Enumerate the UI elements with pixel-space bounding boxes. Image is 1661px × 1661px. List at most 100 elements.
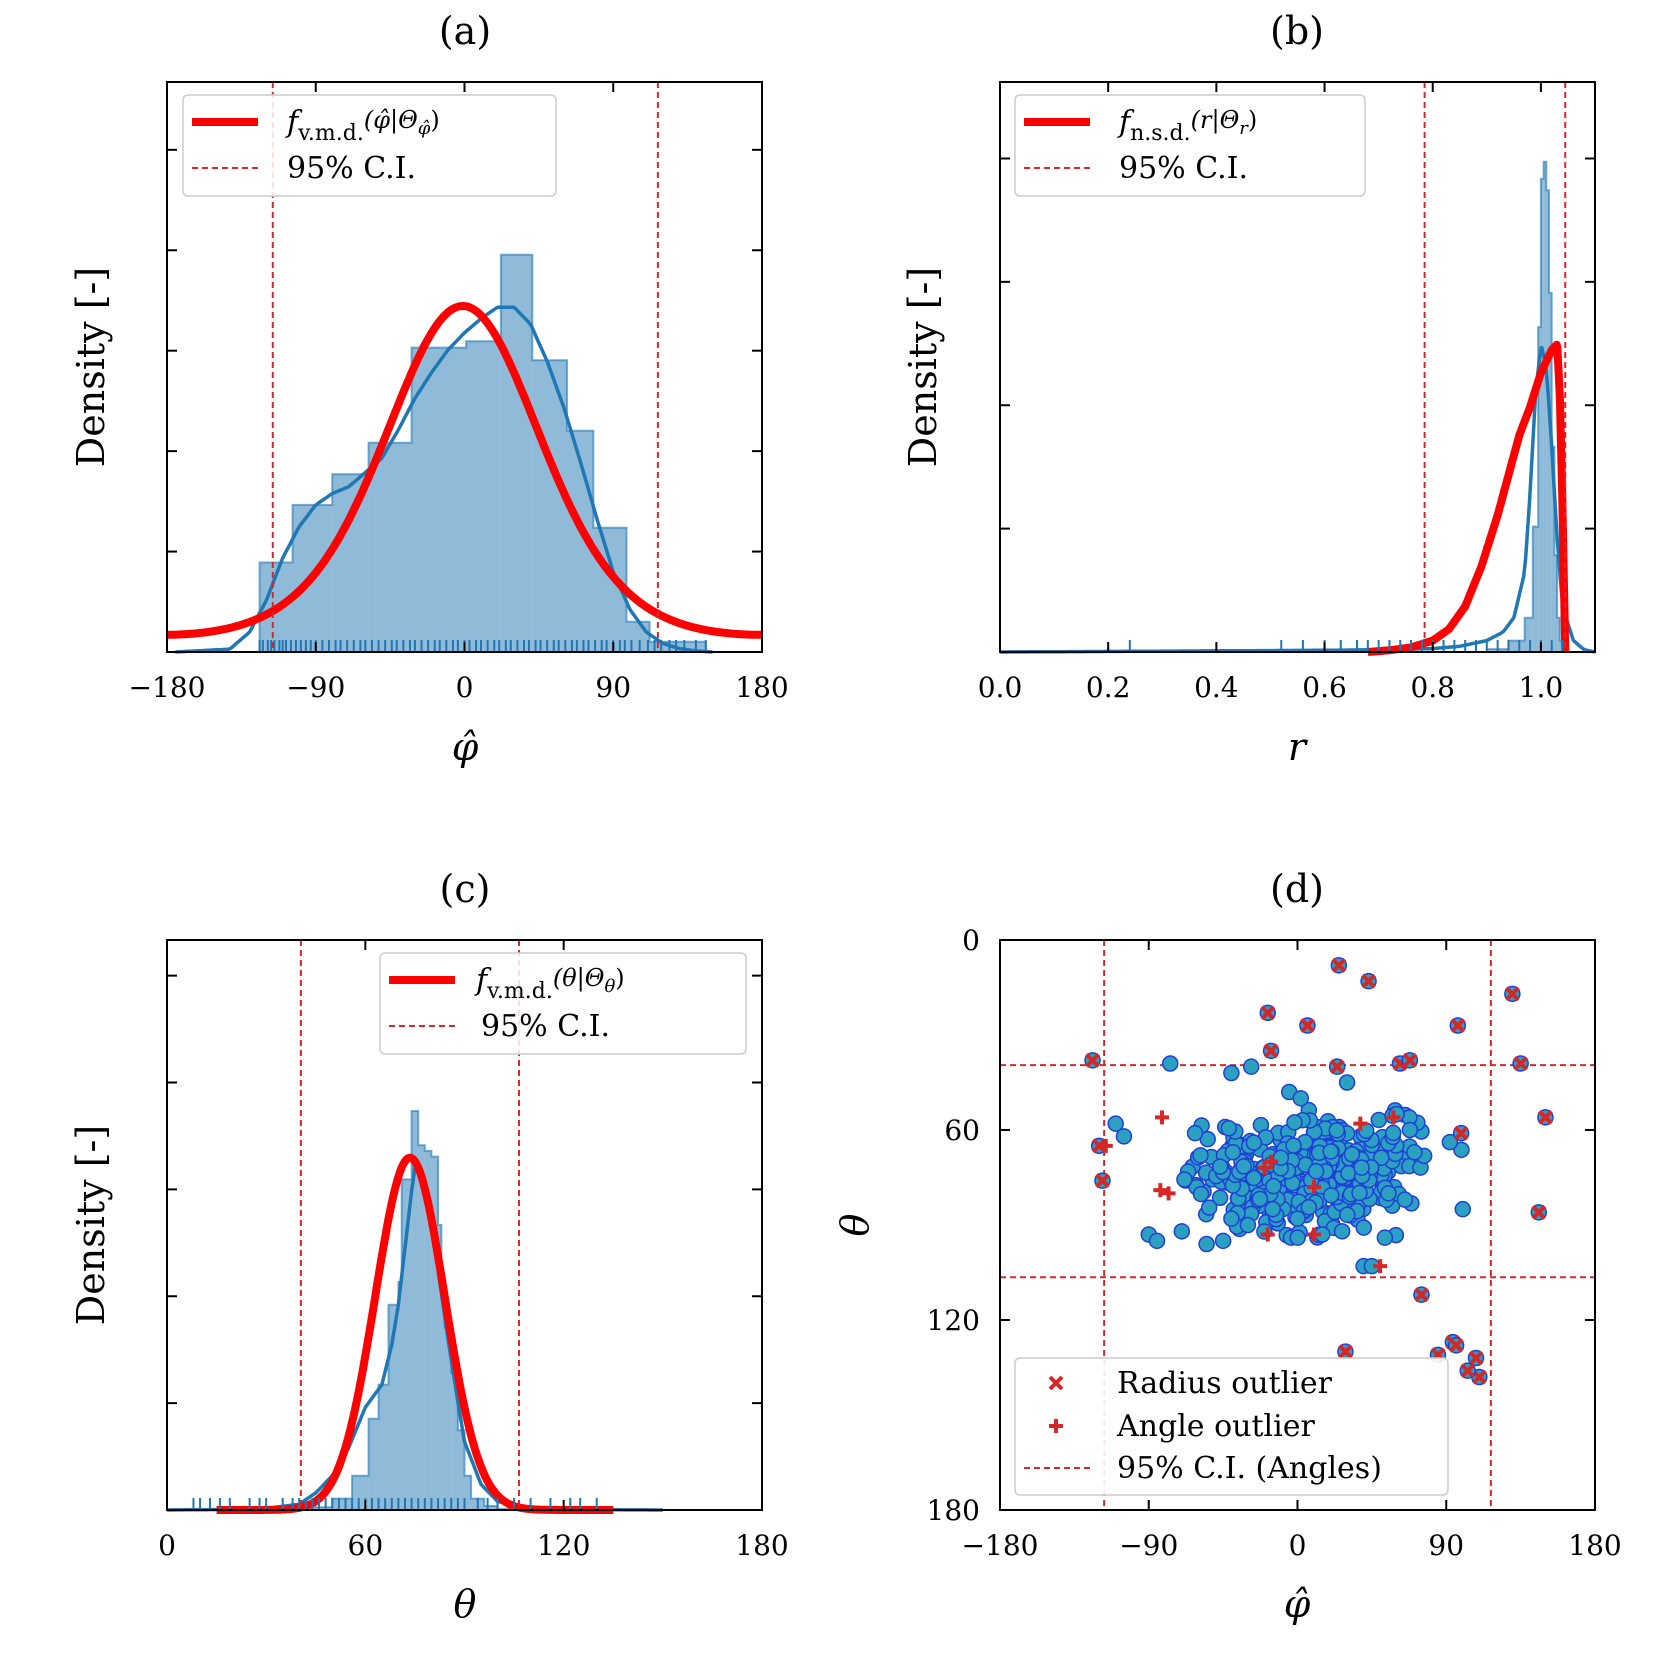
panel-d-point (1186, 1124, 1204, 1142)
panel-c-hist-bar (464, 1475, 472, 1510)
panel-d-point (1251, 1190, 1269, 1208)
panel-d-radius-outlier-marker (1338, 1344, 1353, 1360)
panel-c-hist-bar (401, 1179, 412, 1510)
panel-a-hist-bar (532, 360, 567, 652)
panel-d-point (1224, 1144, 1242, 1161)
panel-d-point (1338, 1206, 1356, 1224)
panel-a-rug (258, 640, 707, 652)
panel-a-xlabel: φ̂ (452, 725, 479, 769)
panel-d-point (1373, 1149, 1390, 1166)
panel-c-hist-bar (457, 1430, 465, 1510)
panel-d-radius-outlier-marker (1402, 1052, 1418, 1068)
panel-d-xtick-label: 90 (1428, 1529, 1464, 1562)
panel-a-hist-bar (626, 621, 650, 652)
panel-b-ticks: 0.0 0.2 0.4 0.6 0.8 1.0 (978, 82, 1595, 704)
panel-d-point (1265, 1177, 1282, 1195)
panel-d-point (1380, 1185, 1397, 1202)
panel-d-point (1173, 1223, 1191, 1240)
panel-d-point (1211, 1189, 1229, 1207)
panel-c-hist-bar (431, 1156, 439, 1510)
panel-c-hist-bar (484, 1506, 498, 1510)
panel-c-histogram (298, 1110, 519, 1510)
panel-a-hist-bar (466, 341, 501, 652)
panel-d-radius-outliers (1084, 957, 1554, 1386)
panel-d-radius-outlier-marker (1450, 1018, 1466, 1033)
panel-d-legend-angle-label: Angle outlier (1116, 1409, 1315, 1444)
panel-b-xtick-label: 0.6 (1302, 671, 1347, 704)
panel-c-hist-bar (418, 1145, 425, 1510)
panel-b-legend: fn.s.d.(r|Θr) 95% C.I. (1014, 94, 1366, 197)
panel-c-hist-bar (411, 1111, 419, 1510)
panel-c-hist-bar (378, 1384, 389, 1510)
panel-c-hist-bar (299, 1507, 333, 1510)
panel-d-point (1355, 1219, 1373, 1236)
panel-d-point (1401, 1121, 1419, 1139)
panel-d-point (1353, 1159, 1370, 1176)
panel-d-point (1192, 1185, 1210, 1203)
panel-c-hist-bar (368, 1418, 379, 1510)
panel-d-ytick-label: 120 (927, 1304, 980, 1337)
panel-b-title: (b) (1270, 9, 1324, 53)
panel-d-point (1289, 1210, 1306, 1227)
panel-d-angle-outlier-marker (1154, 1110, 1169, 1125)
panel-d-point (1200, 1199, 1218, 1216)
panel-d-point (1242, 1058, 1260, 1075)
panel-d-radius-outlier-marker (1538, 1109, 1553, 1125)
panel-d-point (1376, 1229, 1394, 1246)
panel-d-title: (d) (1270, 867, 1324, 911)
panel-c-hist-bar (444, 1327, 452, 1510)
panel-d-points (1107, 1055, 1472, 1275)
panel-d-point (1285, 1137, 1302, 1154)
panel-d-radius-outlier-marker (1361, 973, 1376, 989)
panel-c-hist-bar (441, 1287, 445, 1510)
panel-d-angle-outlier-marker (1098, 1138, 1113, 1153)
panel-d-point (1198, 1235, 1215, 1253)
panel-c-hist-bar (388, 1304, 399, 1510)
panel-a-xtick-label: −180 (129, 671, 206, 704)
panel-d-point (1384, 1124, 1402, 1142)
panel-d-point (1406, 1143, 1423, 1161)
panel-a-xtick-label: 90 (595, 671, 631, 704)
panel-d-point (1220, 1120, 1238, 1137)
panel-a-legend-box (182, 94, 557, 197)
panel-c-legend: fv.m.d.(θ|Θθ) 95% C.I. (379, 952, 747, 1055)
panel-d-point (1454, 1200, 1472, 1218)
panel-d-angle-outlier-marker (1307, 1180, 1322, 1194)
panel-d-ylabel: θ (833, 1213, 877, 1236)
panel-a-legend-fit-label: fv.m.d.(φ̂|Θφ̂) (285, 105, 440, 146)
panel-d-legend-radius-label: Radius outlier (1117, 1366, 1333, 1401)
panel-b-ci-lines (1423, 82, 1567, 652)
panel-d-point (1239, 1216, 1257, 1234)
panel-c-ticks: 0 60 120 180 (158, 940, 789, 1562)
panel-a-xtick-label: −90 (286, 671, 345, 704)
panel-d-xtick-label: −90 (1119, 1529, 1178, 1562)
panel-d-legend-box (1014, 1357, 1449, 1496)
panel-c: (c) 0 60 120 180 θ Density [-] fv.m.d.(θ|Θθ… (69, 867, 789, 1626)
panel-c-xtick-label: 120 (537, 1529, 590, 1562)
panel-b-histogram (1485, 160, 1569, 653)
panel-a-title: (a) (439, 9, 491, 53)
panel-d-point (1322, 1143, 1339, 1160)
panel-d-radius-outlier-marker (1329, 1059, 1345, 1075)
panel-d-point (1176, 1171, 1193, 1188)
panel-c-title: (c) (440, 867, 491, 911)
panel-d-point (1211, 1158, 1229, 1175)
panel-d-radius-outlier-marker (1453, 1125, 1469, 1141)
panel-d-point (1286, 1114, 1303, 1131)
panel-d-point (1192, 1147, 1209, 1164)
panel-d-point (1289, 1229, 1306, 1246)
panel-d-angle-outlier-marker (1161, 1186, 1176, 1201)
panel-d-radius-outlier-marker (1085, 1052, 1100, 1068)
panel-b-hist-bar (1508, 640, 1525, 652)
panel-a-ticks: −180 −90 0 90 180 (129, 82, 789, 704)
panel-b-hist-bar (1538, 327, 1541, 652)
panel-d-radius-outlier-marker (1300, 1018, 1315, 1033)
panel-d-radius-outlier-marker (1260, 1005, 1276, 1021)
panel-b-xlabel: r (1288, 725, 1309, 769)
panel-a-ylabel: Density [-] (69, 267, 113, 467)
panel-a: (a) −180 −90 0 90 180 φ̂ Density [-] fv.m.d.… (69, 9, 789, 769)
panel-b-xtick-label: 1.0 (1519, 671, 1564, 704)
panel-d-radius-outlier-marker (1263, 1043, 1279, 1059)
panel-d-radius-outlier-marker (1331, 957, 1347, 973)
panel-d-point (1338, 1074, 1356, 1091)
